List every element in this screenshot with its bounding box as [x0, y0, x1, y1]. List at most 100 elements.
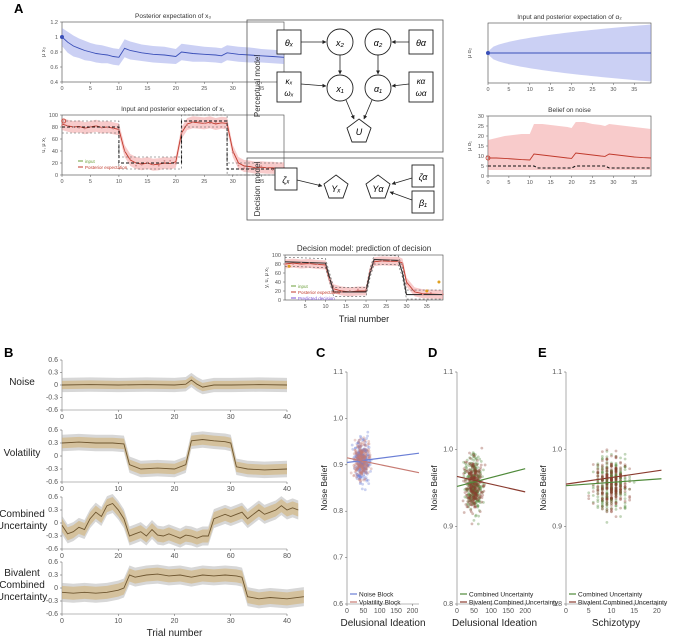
c-point [367, 482, 371, 486]
b1-ytick-label: -0.3 [46, 395, 58, 402]
c-point [357, 454, 361, 458]
a2-xtick-label: 30 [230, 179, 236, 185]
e-point [619, 491, 622, 495]
d-point [477, 500, 481, 503]
c-point [363, 440, 366, 443]
e-point [605, 508, 609, 512]
e-point [619, 466, 622, 469]
e-point [605, 455, 609, 459]
d-point [469, 489, 473, 493]
e-point [610, 502, 613, 505]
d-point [477, 487, 481, 491]
a2-data-dot [214, 121, 217, 124]
d-point [471, 512, 475, 516]
e-point [619, 473, 622, 477]
e-point [596, 474, 600, 478]
a1-ytick-label: 0.4 [50, 80, 58, 86]
d-point [465, 466, 469, 469]
e-point [600, 491, 604, 495]
e-point [610, 497, 613, 501]
a2-data-dot [266, 166, 268, 169]
d-point [473, 505, 476, 509]
d-point [473, 492, 477, 496]
e-point [605, 486, 609, 490]
d-point [473, 486, 477, 490]
e-point [614, 468, 618, 471]
e-point [614, 495, 618, 499]
d-point [471, 455, 475, 459]
c-point [359, 454, 363, 458]
e-point [623, 485, 627, 488]
e-point [614, 490, 618, 494]
node-theta-a-label: θα [416, 38, 427, 48]
e-point [619, 484, 622, 487]
e-point [619, 488, 622, 491]
e-point [623, 464, 627, 468]
c-point [355, 452, 358, 455]
e-point [605, 473, 609, 477]
d-point [482, 468, 485, 472]
c-point [357, 464, 361, 468]
d-point [465, 503, 469, 506]
c-point [355, 475, 358, 479]
a4-title: Input and posterior expectation of α₂ [517, 14, 622, 21]
d-point [475, 483, 479, 487]
c-point [361, 448, 365, 452]
d-point [471, 498, 475, 502]
e-point [610, 462, 613, 466]
e-point [605, 497, 609, 501]
c-point [362, 468, 365, 472]
d-point [479, 490, 483, 494]
d-point [465, 490, 469, 493]
d-point [472, 493, 476, 497]
d-point [474, 501, 478, 504]
d-point [463, 495, 467, 499]
e-point [605, 494, 609, 498]
d-point [473, 487, 477, 491]
d-point [475, 496, 479, 500]
e-point [614, 482, 618, 486]
e-point [610, 488, 613, 492]
d-point [463, 488, 467, 491]
e-point [623, 491, 627, 495]
d-point [467, 464, 471, 468]
c-point [362, 457, 366, 461]
d-point [482, 501, 485, 504]
e-point [619, 496, 622, 500]
d-point [474, 489, 478, 492]
c-ytick-label: 0.7 [333, 555, 343, 562]
c-point [364, 472, 368, 475]
d-point [473, 504, 477, 507]
c-point [360, 467, 364, 470]
d-point [473, 468, 477, 472]
c-point [360, 465, 364, 468]
e-point [614, 493, 618, 497]
c-point [364, 467, 368, 470]
a5-ytick-label: 20 [478, 134, 484, 140]
c-xtick-label: 100 [374, 608, 386, 615]
d-ytick-label: 0.8 [443, 601, 453, 608]
a5-ytick-label: 30 [478, 114, 484, 120]
d-point [472, 500, 476, 504]
d-point [472, 487, 476, 491]
c-point [360, 449, 364, 452]
a1-start-point [60, 35, 64, 39]
e-point [610, 471, 613, 474]
c-point [355, 475, 359, 478]
c-point [364, 456, 368, 460]
a2-bound-lower [62, 126, 284, 176]
e-point [596, 467, 600, 471]
c-point [355, 472, 359, 476]
c-point [364, 466, 368, 469]
c-point [361, 466, 365, 469]
d-point [472, 476, 476, 480]
d-point [468, 493, 472, 497]
e-point [614, 496, 618, 500]
node-y-x [323, 174, 349, 199]
node-zeta-x-label: ζₓ [282, 175, 290, 185]
a4-ylabel: μ α₂ [467, 48, 473, 58]
node-y-a [365, 174, 391, 199]
c-fit-line [346, 457, 420, 474]
d-point [471, 482, 475, 486]
c-point [359, 452, 363, 456]
